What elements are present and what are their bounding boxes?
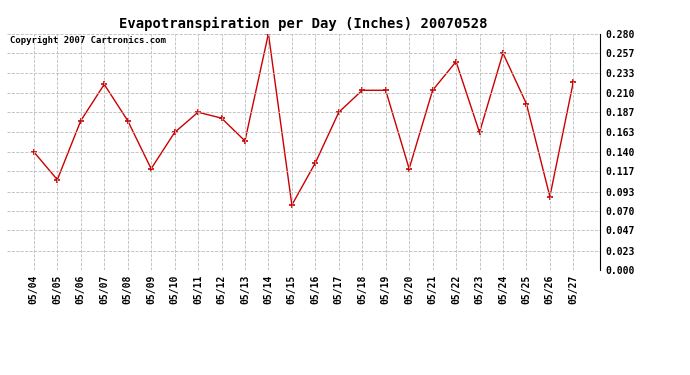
Text: Copyright 2007 Cartronics.com: Copyright 2007 Cartronics.com	[10, 36, 166, 45]
Title: Evapotranspiration per Day (Inches) 20070528: Evapotranspiration per Day (Inches) 2007…	[119, 17, 488, 31]
